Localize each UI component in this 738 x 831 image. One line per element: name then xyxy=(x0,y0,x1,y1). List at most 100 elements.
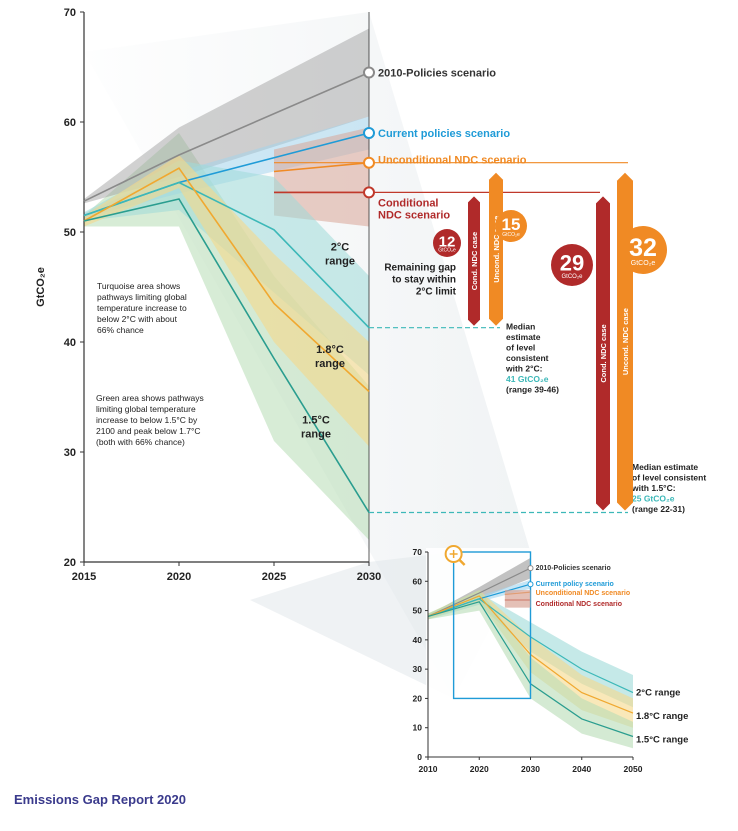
median-2c-text: estimate xyxy=(506,332,541,342)
median-2c-text: consistent xyxy=(506,353,549,363)
scenario-marker xyxy=(363,66,375,79)
range-label: 1.8°C xyxy=(316,344,344,356)
uncertainty-band xyxy=(84,160,369,375)
uncertainty-band xyxy=(84,28,369,204)
median-2c-value: 41 GtCO₂e xyxy=(506,374,549,384)
series-line xyxy=(83,198,370,513)
gap-unit: GtCO₂e xyxy=(502,232,520,238)
gap-bar-label: Cond. NDC case xyxy=(599,324,608,382)
x-tick-label: 2020 xyxy=(167,571,191,583)
inset-x-tick-label: 2040 xyxy=(572,764,591,774)
note-text: temperature increase to xyxy=(97,303,187,313)
note-text: limiting global temperature xyxy=(96,404,196,414)
zoom-window xyxy=(452,551,532,700)
uncertainty-band xyxy=(84,133,369,540)
inset-range-label: 2°C range xyxy=(636,688,680,699)
inset-x-tick-label: 2030 xyxy=(521,764,540,774)
y-tick-label: 40 xyxy=(64,337,76,349)
median-2c-range: (range 39-46) xyxy=(506,385,559,395)
note-text: below 2°C with about xyxy=(97,314,178,324)
x-tick-label: 2030 xyxy=(357,571,381,583)
median-2c-text: Median xyxy=(506,322,535,332)
inset-y-tick-label: 0 xyxy=(417,752,422,762)
scenario-label: 2010-Policies scenario xyxy=(378,68,496,80)
scenario-label: NDC scenario xyxy=(378,209,450,221)
gap-bar xyxy=(489,172,503,326)
scenario-marker xyxy=(363,127,375,139)
scenario-label: Unconditional NDC scenario xyxy=(378,155,527,167)
inset-x-tick-label: 2020 xyxy=(470,764,489,774)
median-2c-text: with 2°C: xyxy=(505,364,543,374)
inset-range-label: 1.5°C range xyxy=(636,734,688,745)
series-line xyxy=(273,161,370,173)
scenario-label: Conditional xyxy=(378,197,439,209)
inset-y-tick-label: 30 xyxy=(413,664,423,674)
inset-y-tick-label: 10 xyxy=(413,723,423,733)
series-line xyxy=(83,71,370,202)
gap-bar-label: Cond. NDC case xyxy=(470,232,479,290)
scenario-marker xyxy=(363,186,375,199)
magnifier-handle xyxy=(458,559,466,566)
gap-unit: GtCO₂e xyxy=(631,260,656,267)
zoom-projection xyxy=(250,552,454,699)
series-line xyxy=(83,181,370,329)
median-15c-text: of level consistent xyxy=(632,473,706,483)
range-label: range xyxy=(301,428,331,440)
scenario-label: Current policies scenario xyxy=(378,128,510,140)
y-tick-label: 30 xyxy=(64,447,76,459)
gap-value: 29 xyxy=(560,250,584,275)
range-label: range xyxy=(325,256,355,268)
uncertainty-band xyxy=(84,155,369,447)
note-text: pathways limiting global xyxy=(97,292,187,302)
gap-bar xyxy=(468,196,480,326)
y-tick-label: 70 xyxy=(64,7,76,19)
gap-value-badge xyxy=(551,244,593,286)
inset-ndc-band xyxy=(504,590,531,608)
remaining-gap-text: Remaining gap xyxy=(384,263,456,274)
scenario-marker xyxy=(363,156,375,169)
x-tick-label: 2015 xyxy=(72,571,96,583)
gap-bar-label: Uncond. NDC case xyxy=(621,308,630,375)
range-label: 1.5°C xyxy=(302,414,330,426)
gap-bar-label: Uncond. NDC case xyxy=(492,216,501,283)
y-axis-title: GtCO₂e xyxy=(35,267,47,307)
remaining-gap-text: 2°C limit xyxy=(416,287,457,298)
note-text: 2100 and peak below 1.7°C xyxy=(96,426,201,436)
inset-label: Current policy scenario xyxy=(536,581,614,588)
inset-label: 2010-Policies scenario xyxy=(536,565,611,572)
median-15c-value: 25 GtCO₂e xyxy=(632,494,675,504)
gap-unit: GtCO₂e xyxy=(438,248,456,254)
gap-value-badge xyxy=(495,210,527,242)
remaining-gap-text: to stay within xyxy=(392,275,456,286)
note-text: Turquoise area shows xyxy=(97,281,180,291)
y-tick-label: 50 xyxy=(64,227,76,239)
gap-unit: GtCO₂e xyxy=(562,274,584,280)
inset-y-tick-label: 70 xyxy=(413,547,423,557)
x-tick-label: 2025 xyxy=(262,571,286,583)
range-label: 2°C xyxy=(331,242,350,254)
gap-bar xyxy=(596,196,610,511)
y-tick-label: 60 xyxy=(64,117,76,129)
note-text: 66% chance xyxy=(97,325,144,335)
gap-value: 15 xyxy=(502,215,521,234)
median-15c-text: Median estimate xyxy=(632,462,698,472)
inset-marker xyxy=(527,565,534,572)
median-2c-text: of level xyxy=(506,343,535,353)
inset-range-label: 1.8°C range xyxy=(636,711,688,722)
note-text: Green area shows pathways xyxy=(96,393,204,403)
range-label: range xyxy=(315,358,345,370)
note-text: (both with 66% chance) xyxy=(96,437,185,447)
inset-label: Unconditional NDC scenario xyxy=(536,590,631,597)
inset-label: Conditional NDC scenario xyxy=(536,601,622,608)
inset-x-tick-label: 2010 xyxy=(419,764,438,774)
gap-value-badge xyxy=(433,229,461,257)
gap-value: 32 xyxy=(629,234,657,262)
median-15c-range: (range 22-31) xyxy=(632,504,685,514)
inset-marker xyxy=(527,581,534,588)
inset-y-tick-label: 60 xyxy=(413,576,423,586)
series-line xyxy=(427,567,531,617)
